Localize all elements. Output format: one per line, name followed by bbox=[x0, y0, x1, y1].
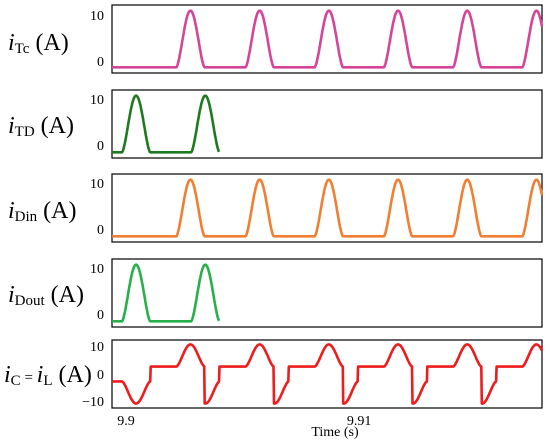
ytick-10: 10 bbox=[90, 177, 104, 192]
panel-frame bbox=[111, 173, 543, 243]
series-line-ic-il bbox=[111, 343, 544, 405]
ylabel-idout: iDout (A) bbox=[8, 282, 84, 309]
series-line-idout bbox=[111, 263, 221, 323]
ylabel-ic-il: iC = iL (A) bbox=[4, 362, 92, 389]
ylabel-itc: iTc (A) bbox=[8, 30, 69, 57]
panel-frame bbox=[111, 89, 543, 159]
ylabel-itd: iTD (A) bbox=[8, 113, 74, 140]
panel-frame bbox=[111, 339, 543, 409]
panel-idout: iDout (A) 10 0 bbox=[8, 258, 543, 328]
series-line-itd bbox=[111, 94, 221, 154]
ytick-0: 0 bbox=[97, 308, 104, 323]
panel-itc: iTc (A) 10 0 bbox=[8, 4, 544, 74]
ytick-0: 0 bbox=[97, 223, 104, 238]
ytick-10: 10 bbox=[90, 93, 104, 108]
ytick-10: 10 bbox=[90, 340, 104, 355]
panel-itd: iTD (A) 10 0 bbox=[8, 89, 543, 159]
xtick-9.91: 9.91 bbox=[347, 414, 372, 429]
series-line-idin bbox=[111, 178, 544, 238]
ytick-0: 0 bbox=[97, 139, 104, 154]
xtick-9.9: 9.9 bbox=[117, 414, 135, 429]
series-line-itc bbox=[111, 9, 544, 69]
ytick-10: 10 bbox=[90, 9, 104, 24]
ytick-10: 10 bbox=[90, 262, 104, 277]
panel-idin: iDin (A) 10 0 bbox=[8, 173, 544, 243]
ylabel-idin: iDin (A) bbox=[8, 198, 77, 225]
panel-frame bbox=[111, 4, 543, 74]
panel-ic-il: iC = iL (A) 10 0 −10 bbox=[4, 339, 544, 410]
panel-frame bbox=[111, 258, 543, 328]
ytick-0: 0 bbox=[97, 55, 104, 70]
ytick-0: 0 bbox=[97, 368, 104, 383]
ytick-minus-10: −10 bbox=[82, 395, 104, 410]
xlabel: Time (s) bbox=[311, 425, 359, 440]
